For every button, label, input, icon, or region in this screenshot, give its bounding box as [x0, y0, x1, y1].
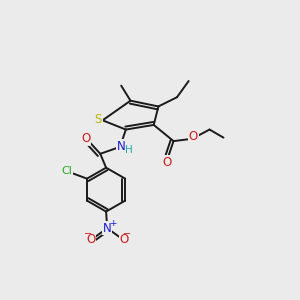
Text: Cl: Cl	[62, 166, 73, 176]
Text: O: O	[189, 130, 198, 142]
Text: H: H	[125, 145, 133, 155]
Text: N: N	[103, 222, 112, 235]
Text: O: O	[86, 233, 95, 246]
Text: S: S	[95, 113, 102, 126]
Text: −: −	[123, 230, 131, 239]
Text: N: N	[117, 140, 126, 153]
Text: −: −	[84, 230, 92, 239]
Text: O: O	[119, 233, 129, 246]
Text: O: O	[162, 156, 171, 169]
Text: O: O	[81, 132, 91, 145]
Text: +: +	[109, 219, 116, 228]
